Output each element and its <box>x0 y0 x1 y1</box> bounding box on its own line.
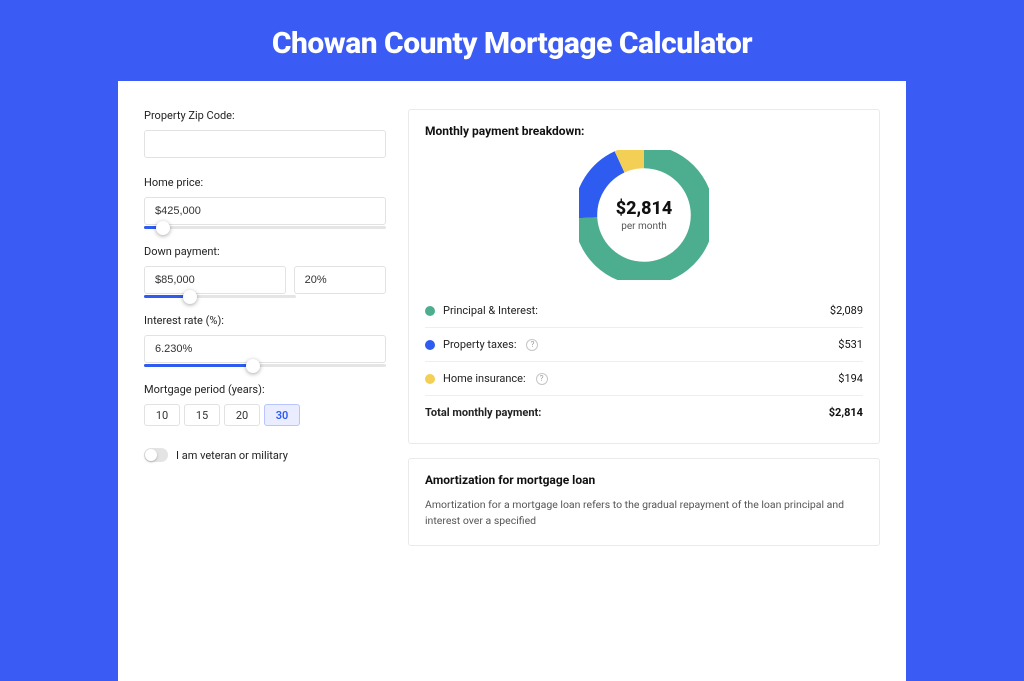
legend-total-value: $2,814 <box>829 406 863 419</box>
legend-value: $531 <box>838 338 863 351</box>
donut-chart-wrap: $2,814 per month <box>425 150 863 280</box>
form-column: Property Zip Code: Home price: Down paym… <box>144 109 386 661</box>
legend-value: $194 <box>838 372 863 385</box>
donut-sub: per month <box>621 221 667 232</box>
interest-rate-label: Interest rate (%): <box>144 314 386 327</box>
legend-label: Home insurance: <box>443 372 526 385</box>
calculator-panel: Property Zip Code: Home price: Down paym… <box>118 81 906 681</box>
mortgage-period-label: Mortgage period (years): <box>144 383 386 396</box>
down-payment-amount-input[interactable] <box>144 266 286 294</box>
legend-row: Home insurance:? $194 <box>425 364 863 393</box>
home-price-label: Home price: <box>144 176 386 189</box>
down-payment-percent-input[interactable] <box>294 266 386 294</box>
legend-divider <box>425 395 863 396</box>
legend-value: $2,089 <box>830 304 863 317</box>
interest-rate-slider-thumb[interactable] <box>246 359 260 373</box>
interest-rate-input[interactable] <box>144 335 386 363</box>
breakdown-title: Monthly payment breakdown: <box>425 124 863 138</box>
home-price-slider-thumb[interactable] <box>156 221 170 235</box>
donut-center: $2,814 per month <box>579 150 709 280</box>
legend-row: Property taxes:? $531 <box>425 330 863 359</box>
down-payment-slider-thumb[interactable] <box>183 290 197 304</box>
zip-input[interactable] <box>144 130 386 158</box>
amortization-title: Amortization for mortgage loan <box>425 473 863 487</box>
page-title: Chowan County Mortgage Calculator <box>0 0 1024 81</box>
down-payment-slider[interactable] <box>144 295 296 298</box>
veteran-toggle[interactable] <box>144 448 168 462</box>
legend-total-row: Total monthly payment: $2,814 <box>425 398 863 427</box>
legend-divider <box>425 361 863 362</box>
legend-dot <box>425 374 435 384</box>
legend-label: Principal & Interest: <box>443 304 538 317</box>
breakdown-card: Monthly payment breakdown: $2,814 per mo… <box>408 109 880 444</box>
home-price-field: Home price: <box>144 176 386 229</box>
legend-row: Principal & Interest: $2,089 <box>425 296 863 325</box>
donut-amount: $2,814 <box>616 198 673 219</box>
period-option-10[interactable]: 10 <box>144 404 180 426</box>
help-icon[interactable]: ? <box>526 339 538 351</box>
legend-dot <box>425 306 435 316</box>
down-payment-field: Down payment: <box>144 245 386 298</box>
period-option-15[interactable]: 15 <box>184 404 220 426</box>
home-price-input[interactable] <box>144 197 386 225</box>
legend-label: Property taxes: <box>443 338 516 351</box>
mortgage-period-field: Mortgage period (years): 10152030 <box>144 383 386 426</box>
help-icon[interactable]: ? <box>536 373 548 385</box>
interest-rate-slider-fill <box>144 364 253 367</box>
veteran-label: I am veteran or military <box>176 449 288 462</box>
mortgage-period-options: 10152030 <box>144 404 386 426</box>
legend-total-label: Total monthly payment: <box>425 406 541 419</box>
interest-rate-slider[interactable] <box>144 364 386 367</box>
home-price-slider[interactable] <box>144 226 386 229</box>
donut-chart: $2,814 per month <box>579 150 709 280</box>
results-column: Monthly payment breakdown: $2,814 per mo… <box>408 109 880 661</box>
interest-rate-field: Interest rate (%): <box>144 314 386 367</box>
amortization-card: Amortization for mortgage loan Amortizat… <box>408 458 880 546</box>
period-option-20[interactable]: 20 <box>224 404 260 426</box>
zip-label: Property Zip Code: <box>144 109 386 122</box>
veteran-field: I am veteran or military <box>144 448 386 462</box>
legend-dot <box>425 340 435 350</box>
legend-divider <box>425 327 863 328</box>
zip-field: Property Zip Code: <box>144 109 386 160</box>
down-payment-label: Down payment: <box>144 245 386 258</box>
amortization-body: Amortization for a mortgage loan refers … <box>425 497 863 529</box>
period-option-30[interactable]: 30 <box>264 404 300 426</box>
